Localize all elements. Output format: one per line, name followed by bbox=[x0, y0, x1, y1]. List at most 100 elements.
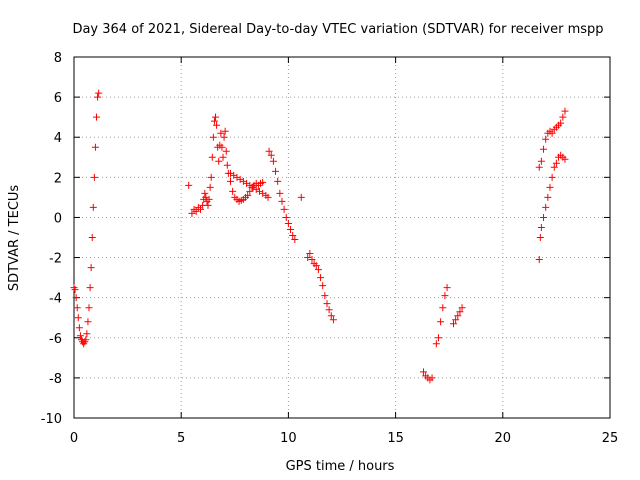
data-point-marker bbox=[205, 195, 213, 203]
data-point-marker bbox=[246, 187, 254, 195]
data-point-marker bbox=[542, 135, 550, 143]
data-point-marker bbox=[188, 209, 196, 217]
data-point-marker bbox=[74, 314, 82, 322]
x-tick-label: 10 bbox=[280, 431, 297, 446]
data-point-marker bbox=[76, 332, 84, 340]
data-point-marker bbox=[548, 173, 556, 181]
data-point-marker bbox=[537, 157, 545, 165]
data-point-marker bbox=[218, 143, 226, 151]
data-point-marker bbox=[269, 157, 277, 165]
data-point-marker bbox=[223, 161, 231, 169]
data-point-marker bbox=[73, 304, 81, 312]
data-point-marker bbox=[449, 320, 457, 328]
data-point-marker bbox=[291, 236, 299, 244]
data-point-marker bbox=[458, 304, 466, 312]
data-point-marker bbox=[213, 121, 221, 129]
data-point-marker bbox=[327, 312, 335, 320]
data-point-marker bbox=[82, 336, 90, 344]
data-point-marker bbox=[540, 145, 548, 153]
data-point-marker bbox=[536, 234, 544, 241]
data-point-marker bbox=[454, 312, 462, 320]
data-point-marker bbox=[548, 129, 556, 137]
data-point-marker bbox=[439, 304, 447, 312]
data-point-marker bbox=[282, 213, 290, 221]
chart-title: Day 364 of 2021, Sidereal Day-to-day VTE… bbox=[72, 22, 603, 37]
data-point-marker bbox=[304, 254, 312, 262]
data-point-marker bbox=[542, 203, 550, 211]
data-point-marker bbox=[206, 183, 214, 191]
data-point-marker bbox=[91, 143, 99, 151]
data-point-marker bbox=[284, 219, 292, 227]
data-point-marker bbox=[274, 177, 282, 185]
data-point-marker bbox=[550, 163, 558, 171]
data-point-marker bbox=[287, 225, 295, 233]
data-point-marker bbox=[319, 282, 327, 290]
data-point-marker bbox=[217, 129, 225, 137]
data-point-marker bbox=[196, 205, 204, 213]
data-point-marker bbox=[210, 117, 218, 125]
data-point-marker bbox=[432, 340, 440, 348]
data-point-marker bbox=[552, 159, 560, 167]
y-tick-label: -4 bbox=[49, 292, 62, 307]
data-point-marker bbox=[83, 330, 91, 338]
data-point-marker bbox=[452, 316, 460, 324]
data-point-marker bbox=[88, 234, 96, 241]
data-point-marker bbox=[259, 178, 267, 186]
data-point-marker bbox=[317, 274, 325, 282]
data-point-marker bbox=[434, 334, 442, 342]
data-point-marker bbox=[93, 113, 101, 121]
data-point-marker bbox=[537, 223, 545, 231]
data-point-marker bbox=[546, 183, 554, 191]
data-point-marker bbox=[437, 318, 445, 326]
data-point-marker bbox=[535, 163, 543, 171]
data-point-marker bbox=[244, 191, 252, 199]
data-point-marker bbox=[265, 147, 273, 155]
y-tick-label: -6 bbox=[49, 332, 62, 347]
data-point-marker bbox=[94, 93, 102, 101]
x-tick-label: 15 bbox=[387, 431, 404, 446]
data-point-marker bbox=[535, 256, 543, 264]
y-tick-labels: -10 -8 -6 -4 -2 0 2 4 6 8 bbox=[41, 51, 62, 427]
data-point-marker bbox=[443, 284, 451, 292]
data-point-marker bbox=[297, 193, 305, 201]
y-tick-label: 8 bbox=[54, 51, 62, 66]
data-point-marker bbox=[289, 231, 297, 239]
y-tick-label: -8 bbox=[49, 372, 62, 387]
data-point-marker bbox=[85, 304, 93, 312]
y-tick-label: -10 bbox=[41, 412, 62, 427]
y-tick-label: 4 bbox=[54, 131, 62, 146]
x-axis-label: GPS time / hours bbox=[286, 459, 395, 474]
data-point-marker bbox=[419, 368, 427, 376]
data-point-marker bbox=[227, 177, 235, 185]
data-point-marker bbox=[87, 264, 95, 272]
data-point-marker bbox=[544, 193, 552, 201]
data-point-marker bbox=[264, 193, 272, 201]
data-point-marker bbox=[557, 119, 565, 127]
data-point-marker bbox=[267, 151, 275, 159]
data-point-marker bbox=[428, 374, 436, 382]
x-tick-label: 5 bbox=[177, 431, 185, 446]
data-points bbox=[70, 89, 569, 384]
data-point-marker bbox=[222, 147, 230, 155]
data-point-marker bbox=[314, 266, 322, 274]
data-point-marker bbox=[272, 167, 280, 175]
grid-lines bbox=[74, 57, 610, 418]
y-axis-label: SDTVAR / TECUs bbox=[7, 185, 22, 292]
data-point-marker bbox=[308, 256, 316, 264]
data-point-marker bbox=[329, 316, 337, 324]
data-point-marker bbox=[201, 189, 209, 197]
y-tick-label: -2 bbox=[49, 252, 62, 267]
data-point-marker bbox=[192, 207, 200, 215]
data-point-marker bbox=[90, 173, 98, 181]
data-point-marker bbox=[229, 187, 237, 195]
y-tick-label: 6 bbox=[54, 91, 62, 106]
data-point-marker bbox=[280, 205, 288, 213]
data-point-marker bbox=[561, 107, 569, 115]
plot-area-frame bbox=[73, 56, 611, 419]
data-point-marker bbox=[325, 306, 333, 314]
data-point-marker bbox=[278, 197, 286, 205]
data-point-marker bbox=[207, 173, 215, 181]
x-tick-label: 0 bbox=[70, 431, 78, 446]
data-point-marker bbox=[559, 113, 567, 121]
data-point-marker bbox=[321, 292, 329, 300]
